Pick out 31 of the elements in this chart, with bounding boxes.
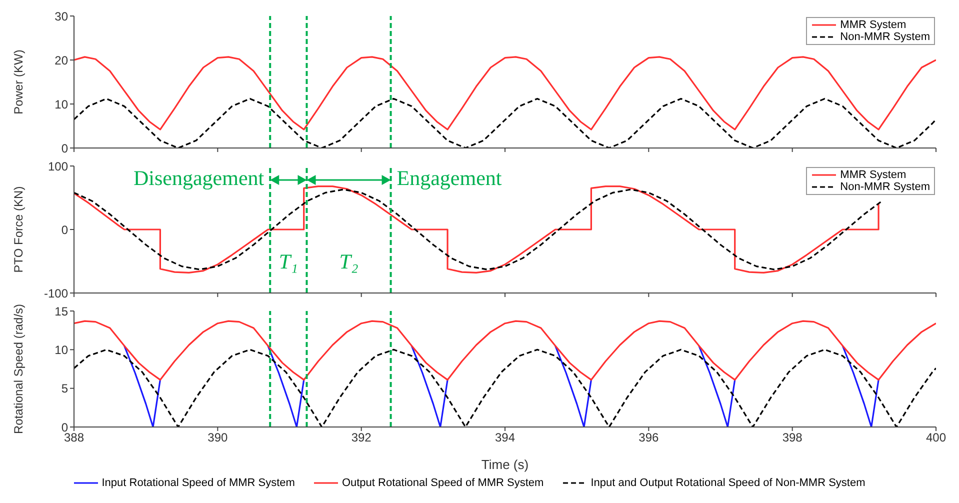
y-tick-label: 10 <box>54 97 68 112</box>
annotation: T₂ <box>339 250 358 274</box>
legend-label: Output Rotational Speed of MMR System <box>342 477 544 489</box>
y-axis-title: Rotational Speed (rad/s) <box>11 304 26 434</box>
y-tick-label: 0 <box>61 222 68 237</box>
legend-label: Input and Output Rotational Speed of Non-MMR System <box>590 477 866 489</box>
annotation: Disengagement <box>133 166 264 190</box>
y-tick-label: 20 <box>54 53 68 68</box>
y-tick-label: 10 <box>54 342 68 357</box>
legend-label: Non-MMR System <box>840 181 930 193</box>
legend-label: Input Rotational Speed of MMR System <box>102 477 295 489</box>
y-tick-label: 0 <box>61 141 68 156</box>
annotation: Engagement <box>396 166 502 190</box>
annotation: T₁ <box>278 250 298 274</box>
legend-label: MMR System <box>840 19 906 31</box>
x-tick-label: 394 <box>494 430 516 445</box>
y-axis-title: Power (KW) <box>11 50 26 114</box>
x-tick-label: 396 <box>638 430 659 445</box>
y-axis-title: PTO Force (KN) <box>11 186 26 273</box>
x-tick-label: 390 <box>208 430 228 445</box>
y-tick-label: -100 <box>44 286 68 300</box>
legend-label: MMR System <box>840 169 906 181</box>
y-tick-label: 100 <box>48 159 68 174</box>
legend-label: Non-MMR System <box>840 31 930 43</box>
x-tick-label: 400 <box>926 430 946 445</box>
y-tick-label: 5 <box>61 382 68 396</box>
y-tick-label: 30 <box>54 9 68 24</box>
x-axis-title: Time (s) <box>481 457 529 472</box>
x-tick-label: 392 <box>351 430 372 445</box>
x-tick-label: 398 <box>782 430 803 445</box>
y-tick-label: 15 <box>54 304 68 318</box>
